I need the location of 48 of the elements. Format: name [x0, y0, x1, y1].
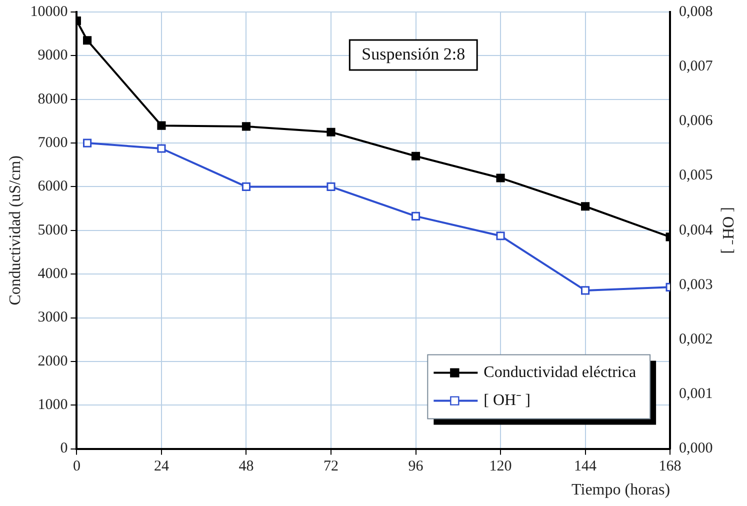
y-tick-label: 5000: [38, 222, 68, 238]
y2-tick-label: 0,000: [679, 440, 713, 457]
x-tick-label: 168: [658, 458, 682, 475]
point: [581, 202, 590, 211]
y-tick-label: 9000: [38, 48, 68, 64]
y-tick-label: 6000: [38, 178, 68, 195]
y2-axis-title: [ OH⁻ ]: [719, 207, 736, 254]
y-tick-label: 1000: [38, 397, 68, 414]
x-tick-label: 24: [154, 458, 170, 475]
y-tick-label: 7000: [38, 134, 68, 151]
y-tick-label: 10000: [30, 4, 68, 20]
legend-label: Conductividad eléctrica: [484, 364, 636, 382]
y2-tick-label: 0,006: [679, 113, 714, 130]
point: [83, 36, 92, 45]
point: [326, 182, 336, 192]
point: [496, 174, 505, 182]
point: [157, 121, 166, 130]
point: [496, 232, 505, 240]
x-tick-label: 72: [323, 458, 338, 475]
point: [242, 182, 251, 192]
x-tick-label: 144: [574, 458, 598, 475]
point: [326, 128, 336, 136]
y2-tick-label: 0,003: [679, 276, 713, 293]
point: [411, 212, 420, 220]
y2-tick-label: 0,007: [679, 58, 714, 75]
x-tick-label: 120: [489, 458, 512, 475]
point: [83, 138, 92, 148]
point: [411, 152, 420, 160]
x-axis-title: Tiempo (horas): [572, 482, 670, 499]
y-tick-label: 2000: [38, 353, 68, 370]
y2-tick-label: 0,002: [679, 332, 713, 348]
y2-tick-label: 0,005: [679, 168, 713, 184]
y2-tick-label: 0,001: [679, 386, 713, 402]
y-tick-label: 8000: [38, 91, 68, 108]
point: [242, 122, 251, 131]
y-tick-label: 4000: [38, 266, 68, 282]
point: [157, 144, 166, 153]
annotation: Suspensión 2:8: [362, 44, 466, 64]
point: [581, 286, 590, 295]
x-tick-label: 48: [238, 458, 254, 475]
legend-label: [ OH⁻ ]: [484, 392, 530, 410]
x-tick-label: 0: [72, 458, 80, 475]
y-tick-label: 3000: [38, 310, 68, 326]
y2-tick-label: 0,008: [679, 4, 713, 20]
x-tick-label: 96: [408, 458, 424, 475]
y-tick-label: 0: [60, 440, 68, 457]
y-axis-title: Conductividad (uS/cm): [6, 156, 24, 306]
y2-tick-label: 0,004: [679, 222, 714, 238]
